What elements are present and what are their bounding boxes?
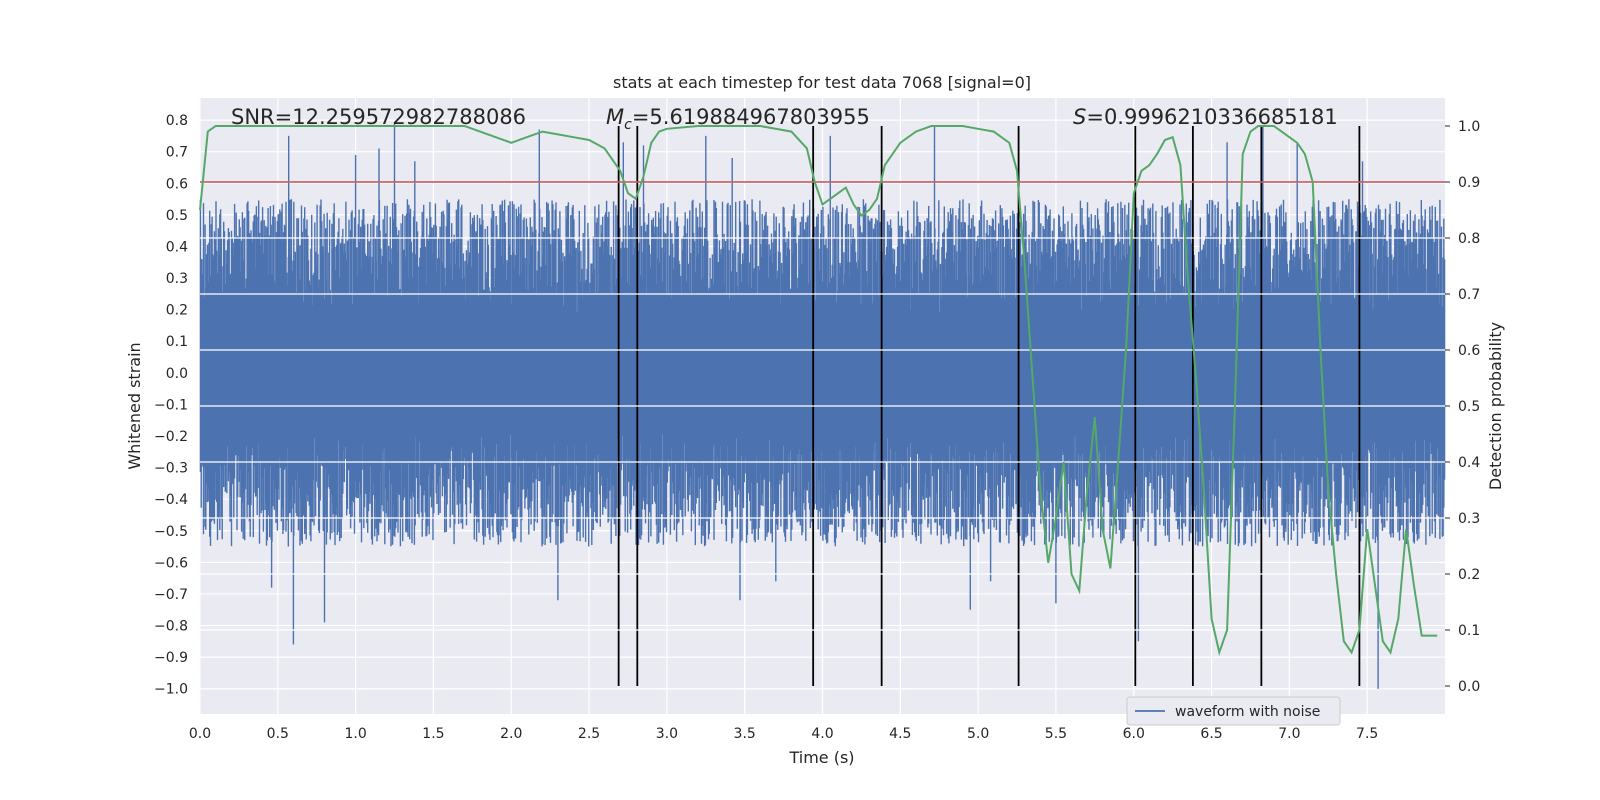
x-tick-label: 7.0 bbox=[1278, 726, 1300, 742]
probability-series bbox=[199, 125, 1438, 657]
x-tick-label: 0.0 bbox=[189, 726, 211, 742]
waveform-trace bbox=[199, 123, 1446, 689]
y-left-tick-label: −0.1 bbox=[154, 397, 188, 413]
x-tick-label: 1.0 bbox=[344, 726, 366, 742]
x-tick-label: 4.0 bbox=[811, 726, 833, 742]
y-left-tick-label: −0.6 bbox=[154, 555, 188, 571]
x-tick-label: 6.5 bbox=[1200, 726, 1222, 742]
y-left-axis-title: Whitened strain bbox=[125, 342, 144, 469]
x-tick-label: 6.0 bbox=[1123, 726, 1145, 742]
y-right-tick-label: 0.0 bbox=[1458, 679, 1480, 695]
y-right-tick-label: 0.7 bbox=[1458, 287, 1480, 303]
y-left-tick-label: −0.3 bbox=[154, 461, 188, 477]
y-right-tick-label: 0.4 bbox=[1458, 455, 1480, 471]
x-tick-label: 0.5 bbox=[267, 726, 289, 742]
x-tick-label: 2.5 bbox=[578, 726, 600, 742]
y-left-tick-label: −0.8 bbox=[154, 619, 188, 635]
legend-label: waveform with noise bbox=[1175, 704, 1320, 720]
x-tick-label: 5.5 bbox=[1045, 726, 1067, 742]
x-tick-label: 2.0 bbox=[500, 726, 522, 742]
y-left-tick-label: 0.2 bbox=[166, 303, 188, 319]
threshold-line-group bbox=[200, 181, 1445, 631]
y-left-tick-label: 0.1 bbox=[166, 334, 188, 350]
y-left-tick-label: −0.2 bbox=[154, 429, 188, 445]
y-left-tick-label: −0.7 bbox=[154, 587, 188, 603]
snr-annotation: SNR=12.259572982788086 bbox=[231, 105, 526, 129]
waveform-series bbox=[199, 123, 1446, 689]
mc-value: =5.619884967803955 bbox=[632, 105, 870, 129]
x-tick-label: 3.5 bbox=[734, 726, 756, 742]
mc-symbol: M bbox=[606, 105, 624, 129]
y-right-tick-labels: 1.0 0.9 0.8 0.7 0.6 0.5 0.4 0.3 0.2 0.1 0.0 bbox=[1445, 119, 1480, 695]
s-value: =0.9996210336685181 bbox=[1086, 105, 1337, 129]
y-left-tick-label: −0.5 bbox=[154, 524, 188, 540]
s-symbol: S bbox=[1073, 105, 1086, 129]
legend: waveform with noise bbox=[1126, 696, 1341, 726]
y-right-tick-label: 1.0 bbox=[1458, 119, 1480, 135]
y-left-tick-label: −0.9 bbox=[154, 650, 188, 666]
x-tick-label: 5.0 bbox=[967, 726, 989, 742]
y-left-tick-label: 0.6 bbox=[166, 176, 188, 192]
y-left-tick-label: −0.4 bbox=[154, 492, 188, 508]
y-left-tick-label: 0.5 bbox=[166, 208, 188, 224]
x-tick-label: 4.5 bbox=[889, 726, 911, 742]
y-right-tick-label: 0.8 bbox=[1458, 231, 1480, 247]
y-left-tick-label: 0.4 bbox=[166, 239, 188, 255]
y-left-tick-label: 0.3 bbox=[166, 271, 188, 287]
y-left-tick-label: 0.0 bbox=[166, 366, 188, 382]
y-right-tick-label: 0.9 bbox=[1458, 175, 1480, 191]
y-right-tick-label: 0.5 bbox=[1458, 399, 1480, 415]
x-tick-label: 7.5 bbox=[1356, 726, 1378, 742]
legend-box bbox=[1126, 696, 1341, 726]
x-axis-title: Time (s) bbox=[788, 748, 854, 767]
x-tick-labels: 0.0 0.5 1.0 1.5 2.0 2.5 3.0 3.5 4.0 4.5 5.0 5.5 6.0 6… bbox=[189, 726, 1378, 742]
y-left-tick-label: 0.8 bbox=[166, 113, 188, 129]
y-right-tick-label: 0.6 bbox=[1458, 343, 1480, 359]
y-right-tick-label: 0.2 bbox=[1458, 567, 1480, 583]
x-tick-label: 3.0 bbox=[656, 726, 678, 742]
y-left-tick-labels: 0.8 0.7 0.6 0.5 0.4 0.3 0.2 0.1 0.0 −0.1 −0.2 −0.3 −… bbox=[154, 113, 188, 698]
chart-title: stats at each timestep for test data 706… bbox=[613, 73, 1031, 92]
x-tick-label: 1.5 bbox=[422, 726, 444, 742]
y-right-tick-label: 0.1 bbox=[1458, 623, 1480, 639]
s-annotation: S=0.9996210336685181 bbox=[1073, 105, 1338, 129]
mc-annotation: Mc=5.619884967803955 bbox=[606, 105, 870, 133]
probability-line bbox=[199, 125, 1438, 657]
y-left-tick-label: −1.0 bbox=[154, 682, 188, 698]
y-right-axis-title: Detection probability bbox=[1486, 322, 1505, 490]
y-left-tick-label: 0.7 bbox=[166, 145, 188, 161]
mc-subscript: c bbox=[624, 117, 632, 133]
y-right-tick-label: 0.3 bbox=[1458, 511, 1480, 527]
